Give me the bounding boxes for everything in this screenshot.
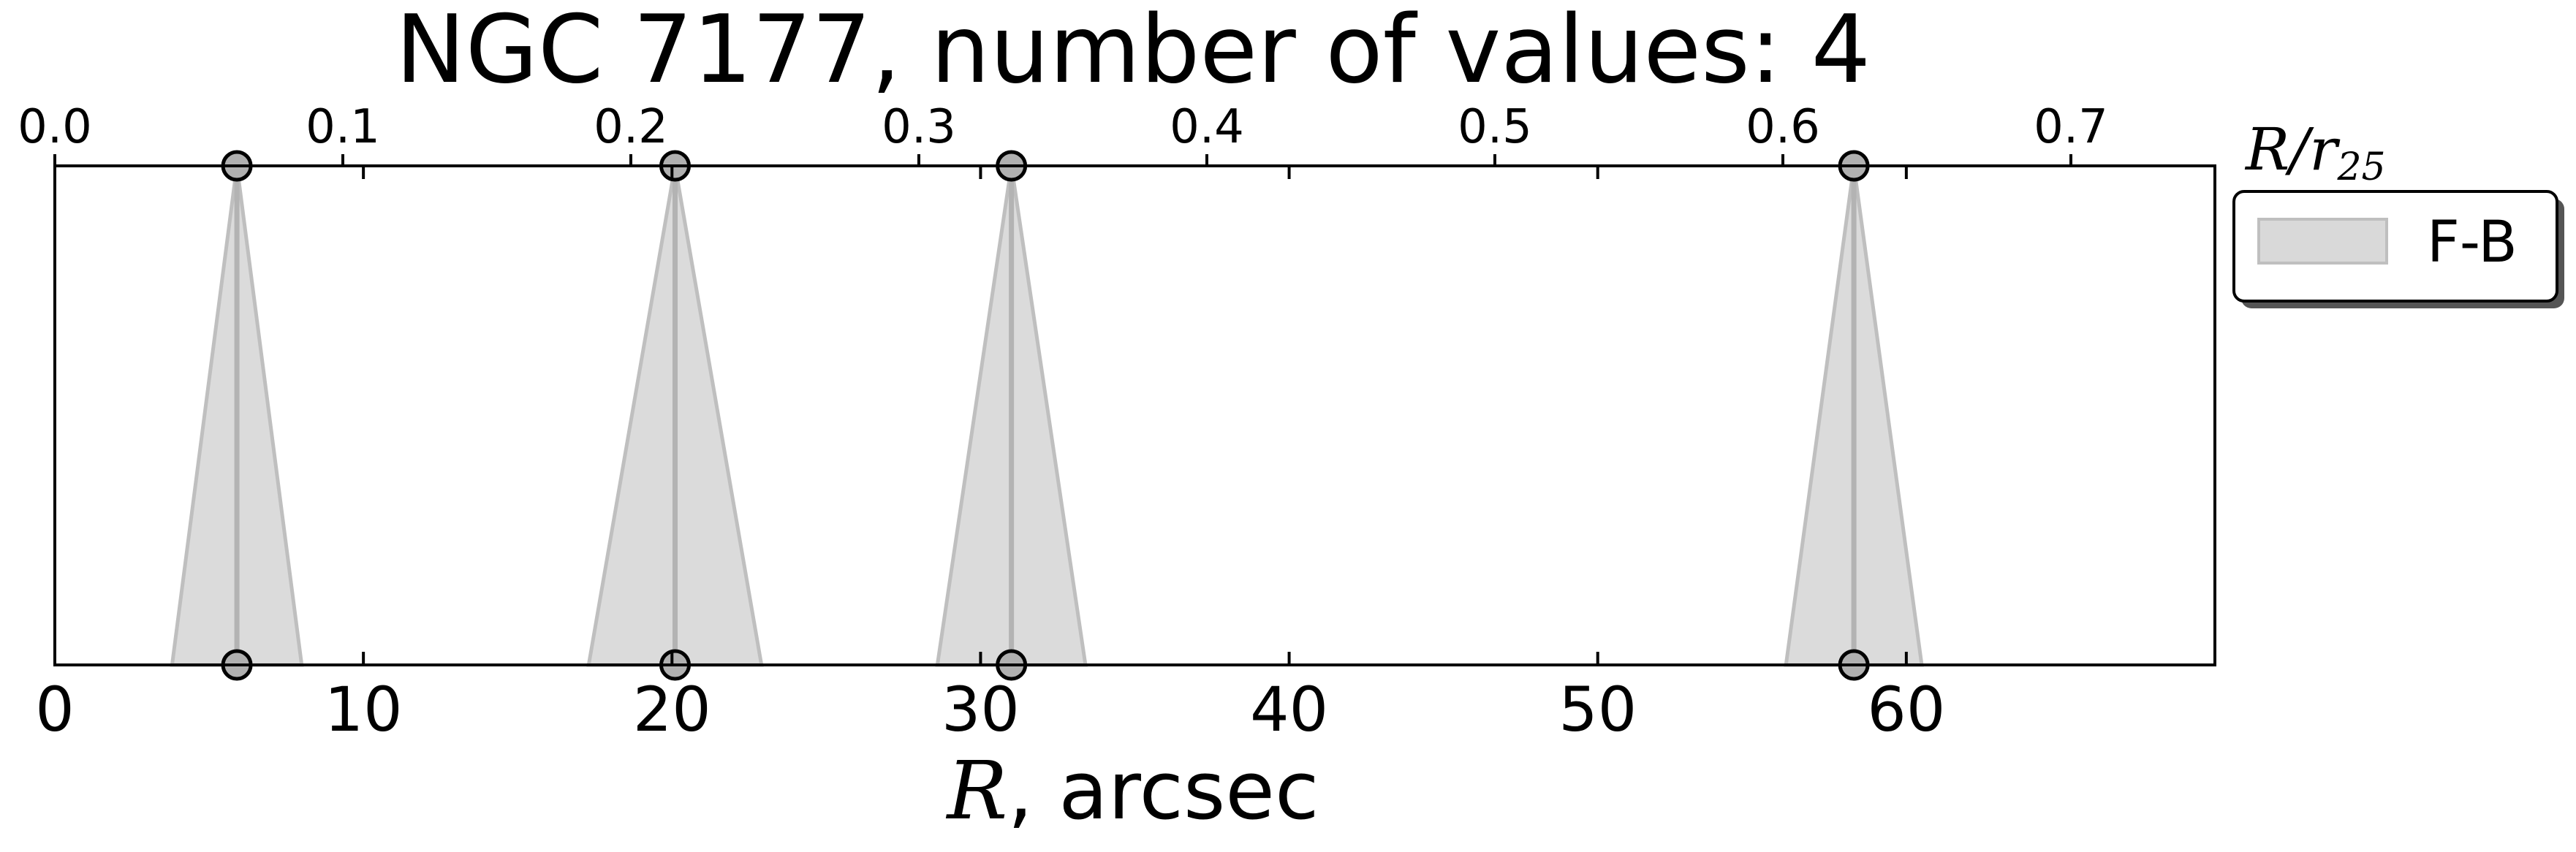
chart-title: NGC 7177, number of values: 4 [395,0,1871,104]
bottom-tick-label: 50 [1558,674,1637,745]
top-tick-label: 0.5 [1458,100,1532,154]
bottom-axis: 0 10 20 30 40 50 60 [35,166,1945,745]
x-axis-label-symbol: R [946,744,1008,837]
top-tick-label: 0.6 [1746,100,1820,154]
bottom-tick-label: 30 [942,674,1020,745]
legend-label: F-B [2427,210,2518,275]
top-axis-label: R/r25 [2244,115,2386,189]
top-tick-label: 0.2 [594,100,668,154]
top-axis: 0.0 0.1 0.2 0.3 0.4 0.5 0.6 0.7 [18,100,2108,166]
bottom-tick-label: 40 [1250,674,1328,745]
bottom-tick-label: 0 [35,674,74,745]
top-tick-label: 0.1 [306,100,380,154]
data-marks [170,150,1924,681]
x-axis-label: R, arcsec [946,744,1319,837]
top-axis-label-main: R/r [2244,115,2341,183]
bottom-tick-label: 60 [1867,674,1945,745]
plot-frame [53,164,2216,666]
legend: F-B [2232,190,2564,308]
top-tick-label: 0.0 [18,100,92,154]
top-tick-label: 0.7 [2034,100,2108,154]
top-tick-label: 0.3 [882,100,956,154]
legend-swatch [2257,218,2388,265]
bottom-tick-label: 20 [633,674,711,745]
x-axis-label-text: , arcsec [1007,744,1319,837]
top-axis-label-sub: 25 [2336,145,2385,189]
top-tick-label: 0.4 [1170,100,1244,154]
bottom-tick-label: 10 [325,674,403,745]
